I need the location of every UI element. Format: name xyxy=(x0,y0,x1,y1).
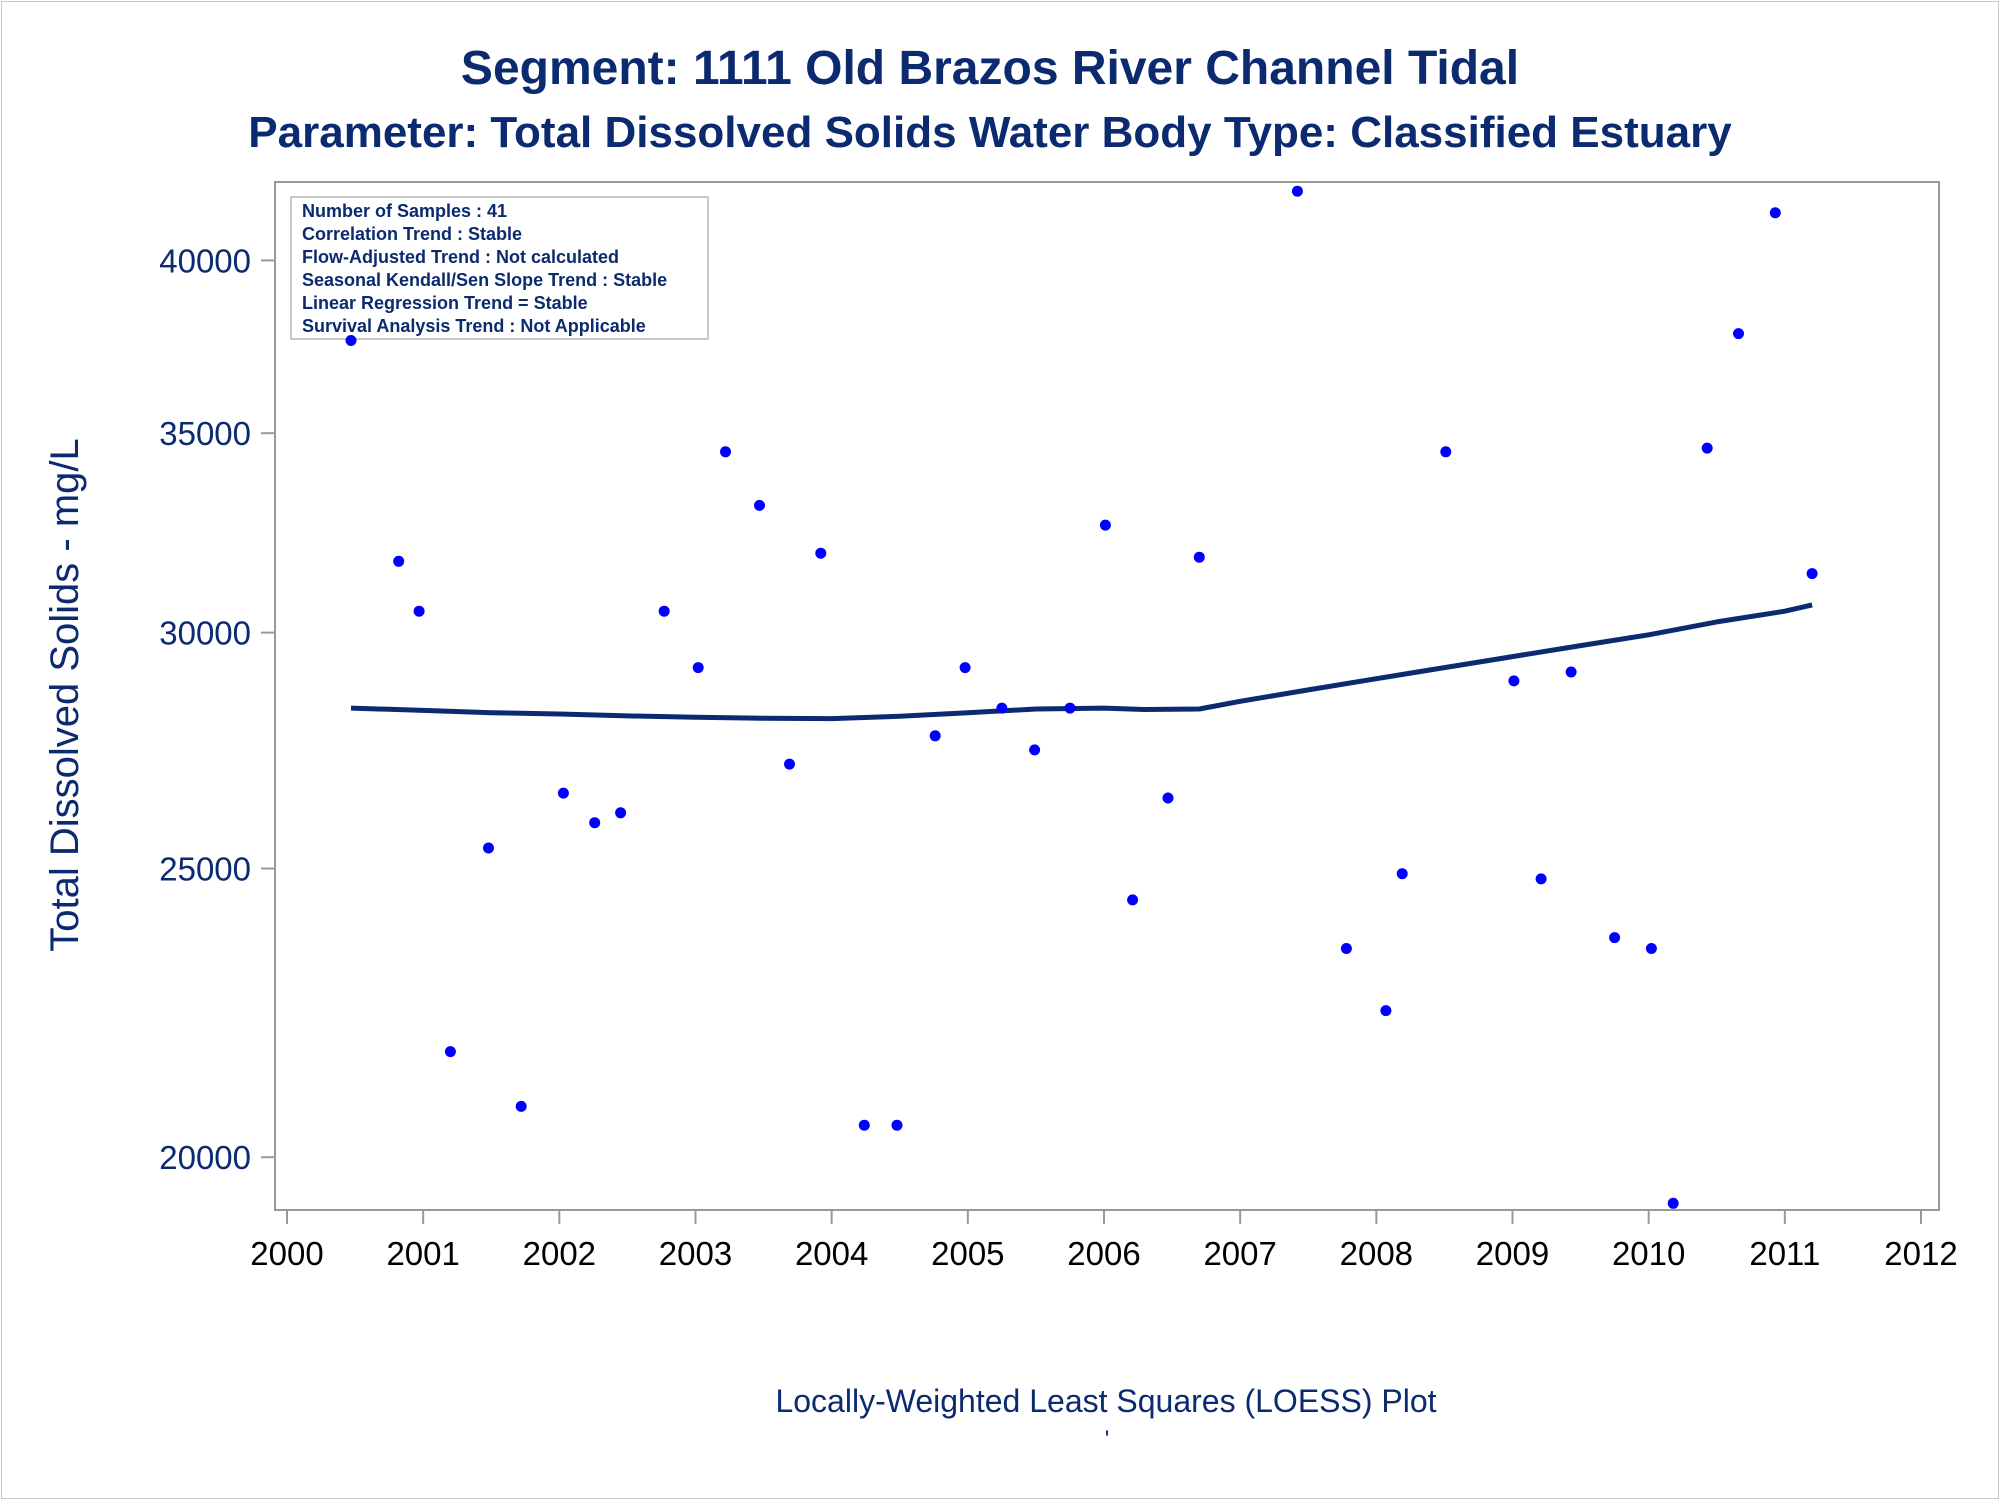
data-point xyxy=(557,787,569,799)
data-point xyxy=(1769,207,1781,219)
data-point xyxy=(444,1046,456,1058)
x-tick-label: 2009 xyxy=(1476,1235,1549,1272)
y-tick-label: 25000 xyxy=(159,850,251,887)
plot-area-frame xyxy=(274,181,1940,1211)
data-point xyxy=(815,547,827,559)
data-point xyxy=(413,605,425,617)
data-point xyxy=(784,758,795,770)
data-point xyxy=(393,555,405,567)
data-point xyxy=(483,842,494,854)
stats-line-correlation: Correlation Trend : Stable xyxy=(302,224,522,244)
data-point xyxy=(858,1119,870,1131)
data-point xyxy=(1380,1005,1392,1017)
data-point xyxy=(615,807,627,819)
data-point xyxy=(959,662,971,674)
data-point xyxy=(1701,442,1713,454)
data-point xyxy=(1029,744,1041,756)
x-tick-label: 2010 xyxy=(1612,1235,1685,1272)
y-tick-label: 40000 xyxy=(159,242,251,279)
x-axis: 2000 2001 2002 2003 2004 2005 2006 2007 2008 2009… xyxy=(250,1210,1958,1272)
data-point xyxy=(929,730,941,742)
data-point xyxy=(1396,868,1408,880)
stats-line-samples: Number of Samples : 41 xyxy=(302,201,507,221)
data-point xyxy=(996,702,1008,714)
data-point xyxy=(754,499,765,511)
data-point xyxy=(1733,328,1744,340)
stats-line-flow-adjusted: Flow-Adjusted Trend : Not calculated xyxy=(302,247,619,267)
y-axis-label: Total Dissolved Solids - mg/L xyxy=(43,438,87,952)
stats-line-survival: Survival Analysis Trend : Not Applicable xyxy=(302,316,646,336)
data-point xyxy=(1508,675,1520,687)
data-point xyxy=(1645,943,1657,954)
x-tick-label: 2007 xyxy=(1203,1235,1276,1272)
stats-line-seasonal-kendall: Seasonal Kendall/Sen Slope Trend : Stabl… xyxy=(302,270,667,290)
y-tick-label: 30000 xyxy=(159,615,251,652)
chart-subtitle: Parameter: Total Dissolved Solids Water … xyxy=(248,108,1732,157)
data-point xyxy=(658,605,670,617)
data-point xyxy=(1667,1197,1679,1209)
x-tick-label: 2005 xyxy=(931,1235,1004,1272)
data-point xyxy=(1291,185,1303,197)
loess-curve xyxy=(350,602,1813,722)
chart-title: Segment: 1111 Old Brazos River Channel T… xyxy=(461,42,1519,95)
loess-layer xyxy=(350,602,1813,722)
data-point xyxy=(345,335,357,346)
x-tick-label: 2011 xyxy=(1749,1235,1820,1272)
data-point xyxy=(589,817,601,829)
data-point xyxy=(692,662,704,674)
data-point xyxy=(1099,519,1111,531)
x-tick-label: 2003 xyxy=(659,1235,732,1272)
data-point xyxy=(720,446,731,458)
footnote-mark: ' xyxy=(1105,1426,1110,1453)
data-point xyxy=(1440,446,1452,458)
data-point xyxy=(515,1100,527,1112)
x-tick-label: 2012 xyxy=(1884,1235,1957,1272)
data-point xyxy=(1535,873,1547,885)
x-tick-label: 2001 xyxy=(386,1235,459,1272)
points-layer xyxy=(345,185,1818,1209)
data-point xyxy=(1565,666,1577,678)
x-tick-label: 2000 xyxy=(250,1235,323,1272)
data-point xyxy=(1609,932,1621,944)
x-axis-label: Locally-Weighted Least Squares (LOESS) P… xyxy=(775,1383,1436,1419)
y-tick-label: 20000 xyxy=(159,1139,251,1176)
x-tick-label: 2004 xyxy=(795,1235,868,1272)
stats-line-linear-regression: Linear Regression Trend = Stable xyxy=(302,293,588,313)
data-point xyxy=(1127,894,1139,906)
x-tick-label: 2002 xyxy=(523,1235,596,1272)
stats-box-border xyxy=(290,196,709,340)
data-point xyxy=(1806,568,1818,580)
data-point xyxy=(1162,792,1174,804)
data-point xyxy=(1064,702,1076,714)
data-point xyxy=(1340,943,1352,954)
data-point xyxy=(1193,551,1205,563)
y-tick-label: 35000 xyxy=(159,415,251,452)
stats-box: Number of Samples : 41 Correlation Trend… xyxy=(290,196,709,340)
y-axis: 20000 25000 30000 35000 40000 xyxy=(159,242,275,1176)
x-tick-label: 2006 xyxy=(1067,1235,1140,1272)
x-tick-label: 2008 xyxy=(1340,1235,1413,1272)
data-point xyxy=(891,1119,903,1131)
